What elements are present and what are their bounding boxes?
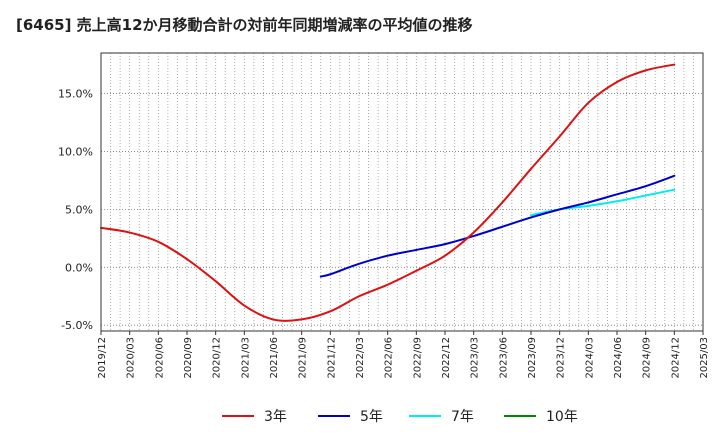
legend-swatch xyxy=(318,415,350,417)
grid-lines xyxy=(101,53,703,331)
x-tick-label: 2020/09 xyxy=(183,337,194,379)
chart-title: [6465] 売上高12か月移動合計の対前年同期増減率の平均値の推移 xyxy=(16,16,473,34)
x-tick-label: 2022/09 xyxy=(412,337,423,379)
y-tick-label: -5.0% xyxy=(61,319,93,332)
x-tick-label: 2021/06 xyxy=(269,337,280,379)
legend-label: 10年 xyxy=(546,409,578,425)
legend-label: 5年 xyxy=(360,409,383,425)
y-tick-label: 5.0% xyxy=(65,203,93,216)
x-tick-label: 2020/12 xyxy=(212,337,223,379)
series-lines xyxy=(100,63,676,322)
legend-item: 10年 xyxy=(504,404,578,428)
legend-item: 7年 xyxy=(409,404,474,428)
y-tick-label: 0.0% xyxy=(65,261,93,274)
plot-frame xyxy=(100,52,704,332)
y-tick-label: 15.0% xyxy=(58,88,93,101)
legend-item: 3年 xyxy=(222,404,287,428)
series-line-3年 xyxy=(100,63,676,322)
x-tick-label: 2024/06 xyxy=(613,337,624,379)
x-tick-label: 2020/06 xyxy=(154,337,165,379)
legend-label: 7年 xyxy=(451,409,474,425)
x-tick-label: 2025/03 xyxy=(699,337,710,379)
x-tick-label: 2023/12 xyxy=(556,337,567,379)
x-tick-label: 2023/09 xyxy=(527,337,538,379)
x-tick-label: 2024/12 xyxy=(670,337,681,379)
x-tick-label: 2021/12 xyxy=(326,337,337,379)
legend-label: 3年 xyxy=(264,409,287,425)
x-tick-label: 2022/06 xyxy=(384,337,395,379)
legend: 3年 5年 7年 10年 xyxy=(0,404,720,428)
x-tick-label: 2023/06 xyxy=(498,337,509,379)
x-tick-label: 2022/03 xyxy=(355,337,366,379)
x-tick-label: 2020/03 xyxy=(126,337,137,379)
series-line-5年 xyxy=(319,174,676,278)
x-tick-label: 2022/12 xyxy=(441,337,452,379)
legend-swatch xyxy=(409,415,441,417)
chart-plot: -5.0%0.0%5.0%10.0%15.0% 2019/12 2020/03 20… xyxy=(58,52,710,379)
x-tick-label: 2024/09 xyxy=(642,337,653,379)
legend-swatch xyxy=(504,415,536,417)
legend-swatch xyxy=(222,415,254,417)
y-tick-label: 10.0% xyxy=(58,145,93,158)
legend-item: 5年 xyxy=(318,404,383,428)
x-tick-label: 2023/03 xyxy=(470,337,481,379)
x-axis-ticks: 2019/12 2020/03 2020/06 2020/09 2020/12 2021/… xyxy=(97,331,710,379)
x-tick-label: 2021/09 xyxy=(298,337,309,379)
x-tick-label: 2019/12 xyxy=(97,337,108,379)
y-axis-ticks: -5.0% 0.0% 5.0% 10.0% 15.0% xyxy=(58,88,93,333)
x-tick-label: 2024/03 xyxy=(584,337,595,379)
x-tick-label: 2021/03 xyxy=(240,337,251,379)
